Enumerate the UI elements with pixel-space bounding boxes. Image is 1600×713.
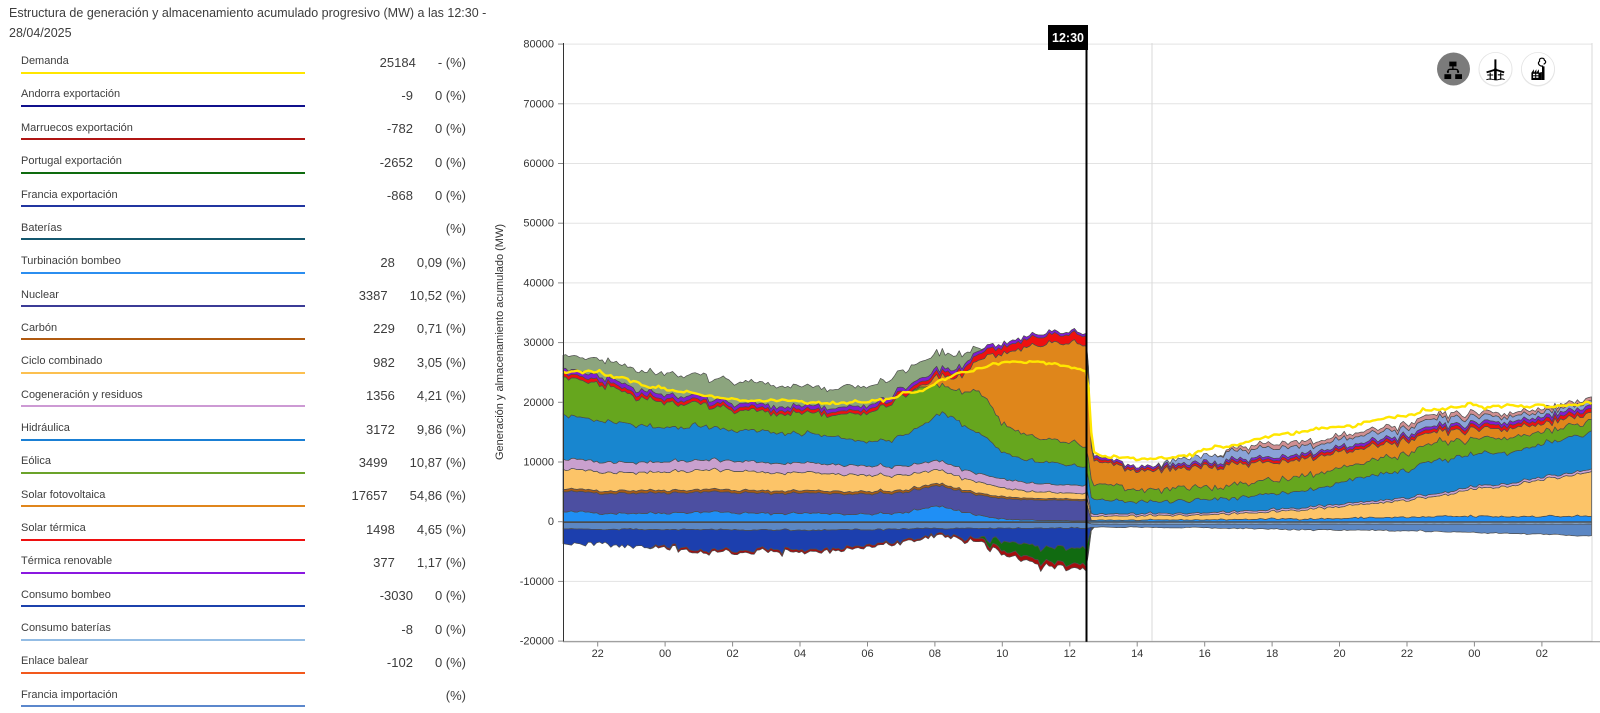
svg-text:12: 12 [1064,648,1076,660]
svg-text:18: 18 [1266,648,1278,660]
svg-text:00: 00 [1468,648,1480,660]
svg-text:06: 06 [861,648,873,660]
svg-text:60000: 60000 [523,158,554,170]
svg-text:30000: 30000 [523,337,554,349]
svg-text:50000: 50000 [523,218,554,230]
svg-text:16: 16 [1199,648,1211,660]
svg-text:40000: 40000 [523,277,554,289]
svg-text:80000: 80000 [523,39,554,51]
svg-text:-10000: -10000 [520,576,554,588]
svg-text:0: 0 [548,516,554,528]
svg-text:00: 00 [659,648,671,660]
svg-text:04: 04 [794,648,806,660]
svg-text:-20000: -20000 [520,636,554,648]
svg-text:02: 02 [1536,648,1548,660]
svg-text:10000: 10000 [523,457,554,469]
svg-text:20000: 20000 [523,397,554,409]
svg-text:70000: 70000 [523,98,554,110]
svg-text:14: 14 [1131,648,1143,660]
svg-text:10: 10 [996,648,1008,660]
svg-text:12:30: 12:30 [1052,31,1084,45]
svg-text:20: 20 [1333,648,1345,660]
svg-text:22: 22 [1401,648,1413,660]
svg-text:22: 22 [592,648,604,660]
svg-text:Generación y almacenamiento ac: Generación y almacenamiento acumulado (M… [494,224,506,460]
svg-text:08: 08 [929,648,941,660]
svg-text:02: 02 [726,648,738,660]
